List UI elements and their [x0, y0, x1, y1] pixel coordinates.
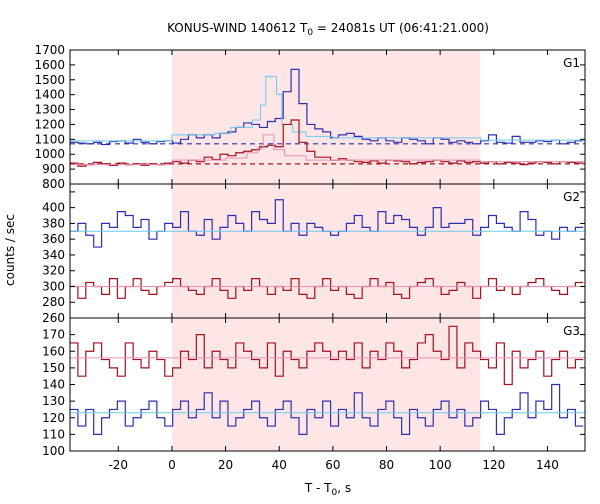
panel-G3-ytick-label-110: 110 [42, 427, 65, 441]
xtick-label--20: -20 [108, 458, 128, 472]
xtick-label-0: 0 [168, 458, 176, 472]
panel-G2-ytick-label-360: 360 [42, 232, 65, 246]
panel-G2-ytick-label-380: 380 [42, 216, 65, 230]
panel-G1-ytick-label-1400: 1400 [34, 88, 65, 102]
chart-title-sub: 0 [307, 28, 313, 38]
chart-title-prefix: KONUS-WIND 140612 T [167, 21, 308, 35]
panel-G1-ytick-label-1000: 1000 [34, 147, 65, 161]
panel-G1-series-0 [70, 68, 584, 146]
panel-G3-ytick-label-160: 160 [42, 344, 65, 358]
xtick-label-20: 20 [218, 458, 233, 472]
panel-G3-ytick-label-140: 140 [42, 378, 65, 392]
panel-G1-ytick-label-1600: 1600 [34, 58, 65, 72]
panel-G2-series-2 [70, 277, 584, 299]
x-axis-label-suffix: , s [337, 481, 351, 495]
x-axis-label: T - T0, s [304, 481, 351, 498]
y-axis-label: counts / sec [3, 214, 17, 286]
burst-interval-band [171, 50, 481, 451]
plot-layer: 80090010001100120013001400150016001700G1… [34, 43, 586, 472]
panel-G2-ytick-label-260: 260 [42, 311, 65, 325]
panel-G1-ytick-label-1500: 1500 [34, 73, 65, 87]
panel-G1-ytick-label-1300: 1300 [34, 103, 65, 117]
panel-G1-ytick-label-800: 800 [42, 177, 65, 191]
panel-G3-ytick-label-130: 130 [42, 394, 65, 408]
x-axis-label-prefix: T - T [304, 481, 332, 495]
panel-G3-ytick-label-120: 120 [42, 411, 65, 425]
panel-G1-ytick-label-1200: 1200 [34, 117, 65, 131]
panel-G3-ytick-label-150: 150 [42, 361, 65, 375]
panel-label-G1: G1 [563, 56, 580, 70]
chart-title: KONUS-WIND 140612 T0 = 24081s UT (06:41:… [167, 21, 489, 38]
panel-G2-ytick-label-320: 320 [42, 264, 65, 278]
panel-G2-ytick-label-300: 300 [42, 279, 65, 293]
xtick-label-80: 80 [379, 458, 394, 472]
panel-label-G2: G2 [563, 190, 580, 204]
xtick-label-100: 100 [429, 458, 452, 472]
panel-G2-ytick-label-400: 400 [42, 201, 65, 215]
panel-G3-ytick-label-170: 170 [42, 328, 65, 342]
xtick-label-60: 60 [325, 458, 340, 472]
xtick-label-140: 140 [536, 458, 559, 472]
panel-G1-ytick-label-1100: 1100 [34, 132, 65, 146]
panel-G3-ytick-label-100: 100 [42, 444, 65, 458]
xtick-label-120: 120 [482, 458, 505, 472]
panel-G1-series-3 [70, 134, 585, 166]
xtick-label-40: 40 [272, 458, 287, 472]
panel-G3-series-2 [70, 383, 584, 435]
panel-G1-ytick-label-900: 900 [42, 162, 65, 176]
panel-G1-ytick-label-1700: 1700 [34, 43, 65, 57]
x-axis-label-sub: 0 [332, 488, 338, 498]
panel-label-G3: G3 [563, 324, 580, 338]
panel-G1-series-1 [70, 76, 585, 142]
panel-G2-ytick-label-280: 280 [42, 295, 65, 309]
chart-title-suffix: = 24081s UT (06:41:21.000) [313, 21, 489, 35]
panel-G3-series-0 [70, 325, 584, 386]
panel-G2-ytick-label-340: 340 [42, 248, 65, 262]
